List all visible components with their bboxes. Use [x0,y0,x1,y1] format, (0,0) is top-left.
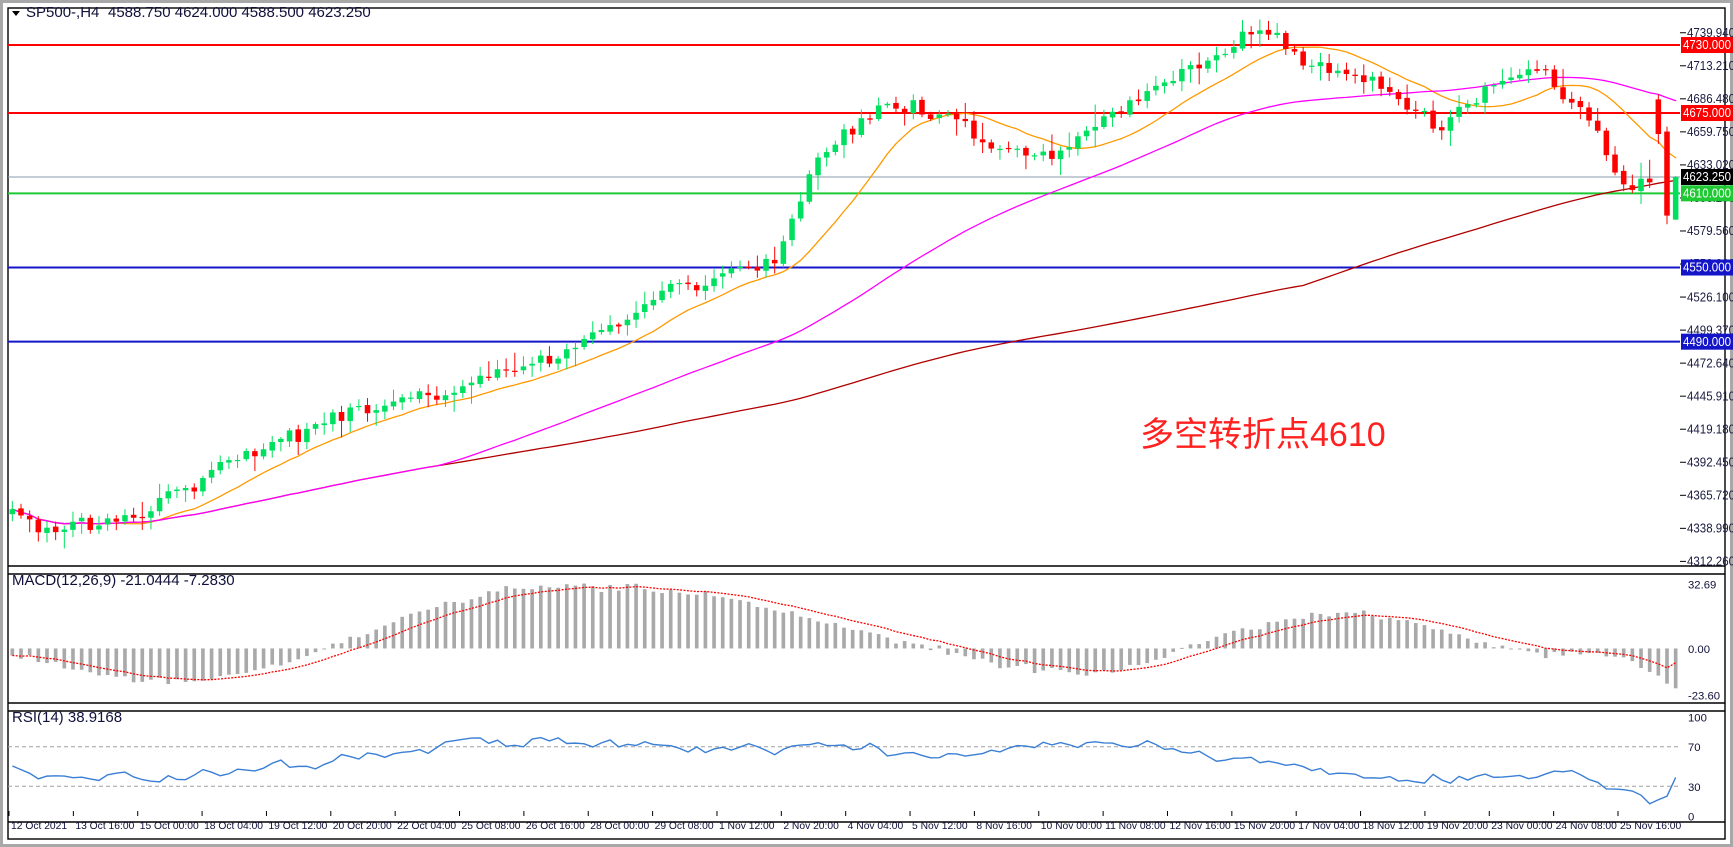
svg-text:4490.000: 4490.000 [1683,335,1731,349]
svg-text:5 Nov 12:00: 5 Nov 12:00 [912,821,968,832]
svg-text:17 Nov 04:00: 17 Nov 04:00 [1298,821,1360,832]
svg-text:15 Nov 20:00: 15 Nov 20:00 [1234,821,1296,832]
svg-text:4675.000: 4675.000 [1683,106,1731,120]
svg-text:4713.210: 4713.210 [1687,59,1733,73]
svg-text:30: 30 [1688,782,1701,794]
svg-text:8 Nov 16:00: 8 Nov 16:00 [976,821,1032,832]
svg-text:4730.000: 4730.000 [1683,38,1731,52]
svg-text:10 Nov 00:00: 10 Nov 00:00 [1041,821,1103,832]
svg-text:0: 0 [1688,812,1694,824]
svg-text:29 Oct 08:00: 29 Oct 08:00 [655,821,714,832]
svg-text:19 Nov 20:00: 19 Nov 20:00 [1427,821,1489,832]
svg-text:70: 70 [1688,742,1701,754]
svg-text:19 Oct 12:00: 19 Oct 12:00 [268,821,327,832]
svg-text:4623.250: 4623.250 [1683,170,1731,184]
svg-text:4312.260: 4312.260 [1687,555,1733,569]
svg-text:4579.560: 4579.560 [1687,224,1733,238]
svg-text:12 Nov 16:00: 12 Nov 16:00 [1169,821,1231,832]
svg-text:32.69: 32.69 [1688,580,1716,592]
svg-text:4392.450: 4392.450 [1687,455,1733,469]
svg-text:RSI(14) 38.9168: RSI(14) 38.9168 [12,709,122,726]
svg-text:4338.990: 4338.990 [1687,522,1733,536]
svg-text:4588.750 4624.000 4588.500 462: 4588.750 4624.000 4588.500 4623.250 [108,4,371,21]
svg-text:18 Nov 12:00: 18 Nov 12:00 [1363,821,1425,832]
svg-text:24 Nov 08:00: 24 Nov 08:00 [1556,821,1618,832]
svg-text:15 Oct 00:00: 15 Oct 00:00 [140,821,199,832]
svg-text:26 Oct 16:00: 26 Oct 16:00 [526,821,585,832]
svg-text:4610.000: 4610.000 [1683,187,1731,201]
svg-text:4 Nov 04:00: 4 Nov 04:00 [848,821,904,832]
svg-text:100: 100 [1688,713,1707,725]
svg-text:12 Oct 2021: 12 Oct 2021 [11,821,67,832]
svg-text:4550.000: 4550.000 [1683,261,1731,275]
svg-text:4365.720: 4365.720 [1687,489,1733,503]
svg-text:SP500-,H4: SP500-,H4 [26,4,99,21]
svg-text:4526.100: 4526.100 [1687,290,1733,304]
svg-text:11 Nov 08:00: 11 Nov 08:00 [1105,821,1166,832]
svg-text:25 Nov 16:00: 25 Nov 16:00 [1620,821,1682,832]
svg-text:13 Oct 16:00: 13 Oct 16:00 [75,821,134,832]
svg-text:0.00: 0.00 [1688,644,1710,656]
svg-text:1 Nov 12:00: 1 Nov 12:00 [719,821,775,832]
svg-text:-23.60: -23.60 [1688,691,1720,703]
svg-text:20 Oct 20:00: 20 Oct 20:00 [333,821,392,832]
svg-text:4686.480: 4686.480 [1687,92,1733,106]
svg-text:4419.180: 4419.180 [1687,422,1733,436]
svg-text:28 Oct 00:00: 28 Oct 00:00 [590,821,649,832]
svg-text:MACD(12,26,9) -21.0444 -7.2830: MACD(12,26,9) -21.0444 -7.2830 [12,572,235,589]
svg-text:4445.910: 4445.910 [1687,389,1733,403]
svg-text:多空转折点4610: 多空转折点4610 [1140,416,1386,454]
svg-text:18 Oct 04:00: 18 Oct 04:00 [204,821,263,832]
svg-text:25 Oct 08:00: 25 Oct 08:00 [462,821,521,832]
svg-text:4659.750: 4659.750 [1687,125,1733,139]
svg-text:4472.640: 4472.640 [1687,356,1733,370]
svg-text:22 Oct 04:00: 22 Oct 04:00 [397,821,456,832]
svg-text:23 Nov 00:00: 23 Nov 00:00 [1491,821,1553,832]
svg-text:2 Nov 20:00: 2 Nov 20:00 [783,821,839,832]
